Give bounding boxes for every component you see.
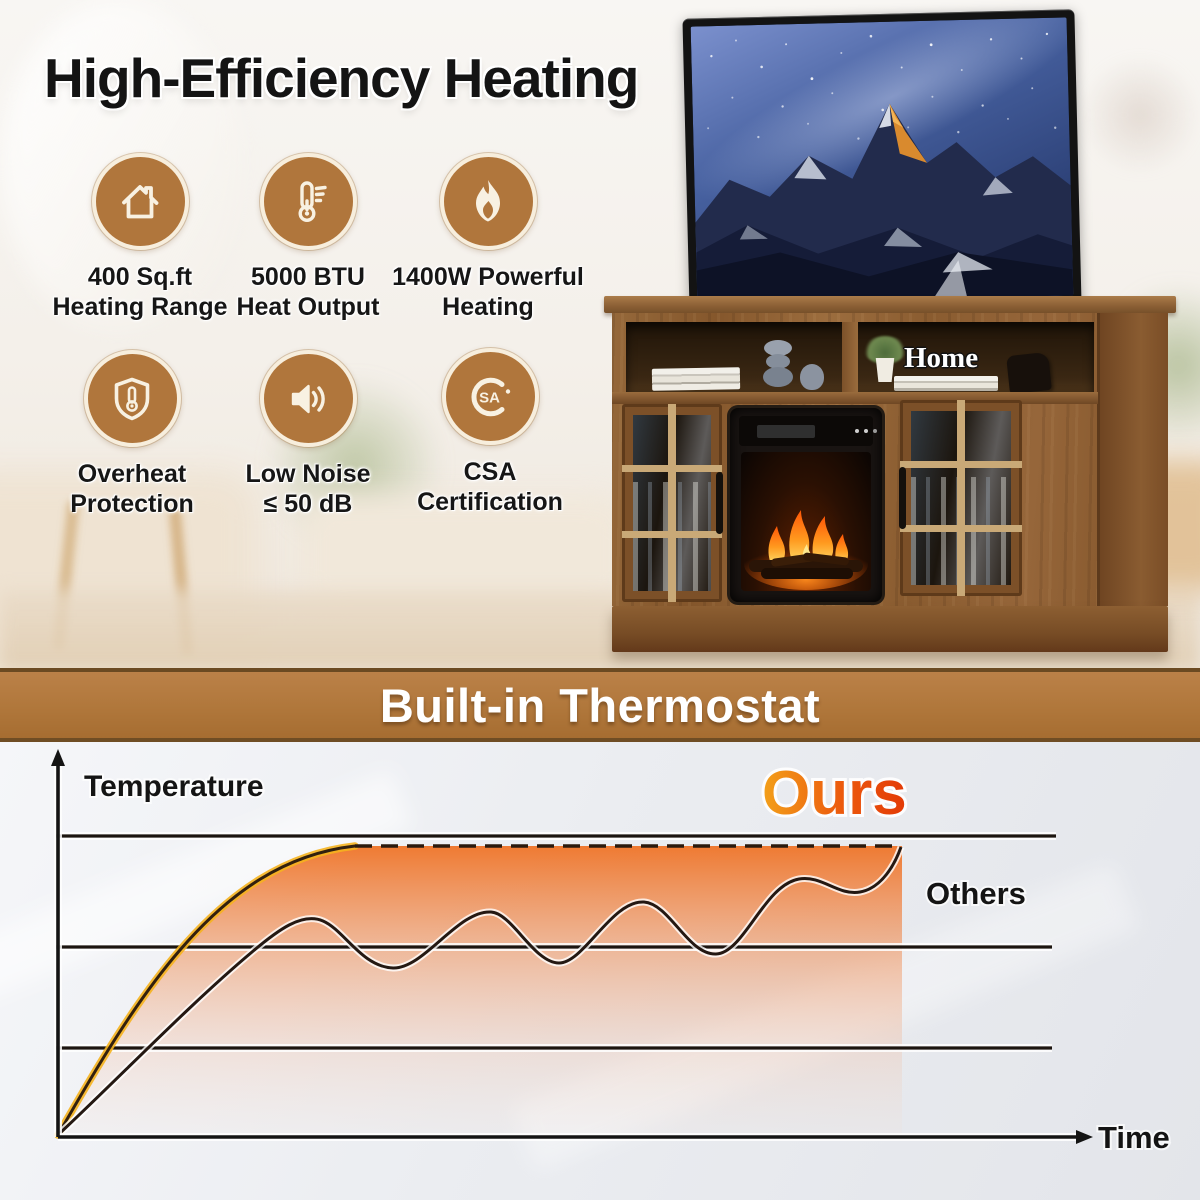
temperature-time-chart: Temperature Ours Others Time (51, 749, 1172, 1157)
feature-csa-certification: SA CSA Certification (380, 348, 600, 517)
banner-title: Built-in Thermostat (379, 678, 821, 732)
shield-thermometer-icon (83, 350, 181, 447)
csa-icon: SA (441, 348, 539, 445)
feature-heating-range: 400 Sq.ft Heating Range (30, 153, 250, 322)
decor-books (651, 367, 741, 391)
furniture-leg-blur (52, 499, 80, 651)
x-axis-label: Time (1098, 1120, 1170, 1155)
feature-line1: 1400W Powerful (392, 263, 584, 291)
fireplace-buttons (855, 429, 859, 433)
decor-stone-vase (766, 354, 790, 369)
door-mullion (900, 460, 1022, 468)
decor-books (894, 376, 998, 391)
decor-stone-vase (764, 340, 792, 356)
ours-area-fill (58, 846, 902, 1135)
feature-label: Low Noise ≤ 50 dB (245, 460, 370, 519)
decor-stone-vase (763, 367, 793, 387)
decor-vase (800, 364, 824, 390)
csa-monogram: SA (479, 389, 500, 406)
fireplace-control-panel (739, 416, 873, 446)
feature-line1: 5000 BTU (251, 263, 365, 291)
cabinet-base (612, 606, 1168, 652)
feature-line2: Heat Output (236, 292, 380, 321)
door-handle (899, 467, 906, 529)
feature-line1: 400 Sq.ft (87, 263, 193, 291)
flame-icon (439, 153, 537, 250)
others-curve (56, 846, 903, 1137)
fireplace-display (757, 425, 815, 438)
cabinet-top-board (604, 296, 1176, 313)
firebox (741, 452, 871, 591)
section-banner: Built-in Thermostat (0, 668, 1200, 742)
shelf-divider (842, 322, 858, 392)
axes (51, 749, 1093, 1144)
home-sign: Home (904, 342, 979, 374)
glass-cabinet-door-left (622, 404, 723, 602)
shelf-lip (612, 392, 1098, 404)
feature-line2: ≤ 50 dB (263, 489, 353, 518)
wall-decor-blur (1080, 55, 1200, 175)
feature-overheat-protection: Overheat Protection (22, 350, 242, 519)
door-mullion (622, 465, 722, 473)
decor-wine-rack (1006, 351, 1052, 395)
feature-label: 1400W Powerful Heating (392, 263, 584, 322)
feature-powerful-heating: 1400W Powerful Heating (378, 153, 598, 322)
gridlines (56, 832, 1056, 1052)
y-axis-label: Temperature (84, 770, 264, 803)
glass-cabinet-door-right (899, 400, 1022, 596)
feature-heat-output: 5000 BTU Heat Output (198, 153, 418, 322)
feature-line2: Heating Range (52, 292, 228, 321)
feature-line1: Overheat (77, 460, 187, 488)
feature-label: Overheat Protection (70, 460, 194, 519)
speaker-icon (259, 350, 357, 447)
cabinet-side-panel (1097, 313, 1168, 606)
door-mullion (622, 530, 722, 538)
door-mullion (900, 525, 1022, 533)
ours-series-label: Ours (762, 759, 907, 828)
feature-line2: Heating (442, 292, 534, 321)
tv-stand: Home (604, 296, 1176, 656)
y-axis-arrow (51, 749, 65, 766)
door-mullion (668, 404, 676, 602)
house-icon (91, 153, 189, 250)
page-title: High-Efficiency Heating (44, 47, 639, 109)
x-axis-arrow (1076, 1130, 1093, 1144)
electric-fireplace-insert (730, 408, 882, 602)
feature-label: 400 Sq.ft Heating Range (52, 263, 227, 322)
feature-line2: Certification (417, 487, 563, 516)
door-handle (716, 472, 723, 534)
feature-line1: CSA (463, 458, 517, 486)
thermostat-chart-section: Temperature Ours Others Time (0, 742, 1200, 1200)
others-series-label: Others (926, 876, 1026, 911)
tv-screen (690, 17, 1074, 305)
feature-low-noise: Low Noise ≤ 50 dB (198, 350, 418, 519)
feature-label: 5000 BTU Heat Output (236, 263, 379, 322)
door-mullion (957, 400, 965, 596)
feature-label: CSA Certification (417, 458, 563, 517)
thermometer-icon (259, 153, 357, 250)
decor-plant-pot (875, 358, 895, 382)
furniture-leg-blur (168, 504, 194, 656)
feature-line2: Protection (70, 489, 194, 518)
ours-curve-rise-core (56, 844, 357, 1137)
television (682, 9, 1082, 334)
feature-line1: Low Noise (245, 460, 371, 488)
